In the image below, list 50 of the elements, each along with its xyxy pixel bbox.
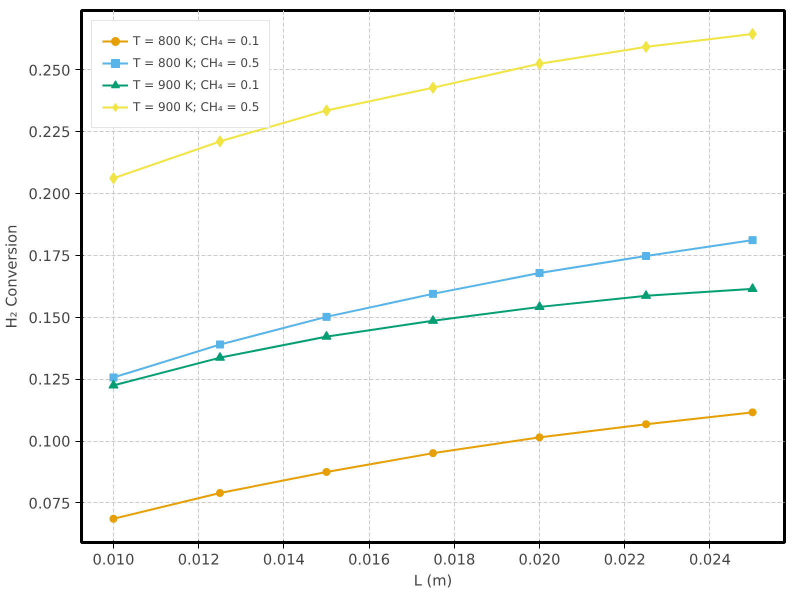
y-tick-label: 0.100 [28,434,71,451]
point [322,468,330,476]
x-tick-label: 0.010 [92,552,134,568]
x-tick-label: 0.014 [262,552,305,568]
point [429,449,437,458]
point [642,252,650,260]
point [216,135,224,148]
point [536,433,544,442]
y-tick-label: 0.225 [28,124,71,142]
x-tick-label: 0.022 [604,552,646,568]
point [428,315,438,324]
y-tick-label: 0.125 [28,372,71,389]
legend-label: T = 900 K; CH₄ = 0.5 [133,100,260,114]
legend-label: T = 900 K; CH₄ = 0.1 [133,78,260,92]
x-axis-title: L (m) [414,572,452,590]
point [214,352,225,361]
point [534,301,545,310]
point [322,104,331,116]
point [748,283,758,292]
y-tick-label: 0.175 [28,248,71,265]
point [322,312,330,321]
point [748,236,757,244]
point [642,40,650,53]
legend-label: T = 800 K; CH₄ = 0.1 [133,34,260,48]
point [748,28,757,40]
y-tick-label: 0.075 [28,495,71,512]
y-axis-title: H₂ Conversion [4,224,21,328]
point [109,373,118,382]
point [321,330,332,340]
y-tick-label: 0.250 [28,62,71,80]
legend-label: T = 800 K; CH₄ = 0.5 [133,56,260,70]
x-tick-label: 0.018 [433,552,476,568]
point [108,380,118,388]
point [536,269,544,278]
x-tick-label: 0.016 [348,552,390,568]
y-tick-label: 0.150 [28,310,71,327]
point [642,420,650,428]
x-tick-label: 0.020 [518,552,561,568]
point [216,489,224,498]
x-tick-label: 0.012 [178,552,220,568]
y-tick-label: 0.200 [28,186,71,204]
point [109,514,118,523]
point [428,82,438,94]
point [748,408,757,416]
point [429,290,437,298]
point [216,340,224,349]
point [641,290,652,299]
point [109,172,118,184]
x-tick-label: 0.024 [688,552,731,568]
point [535,58,544,70]
